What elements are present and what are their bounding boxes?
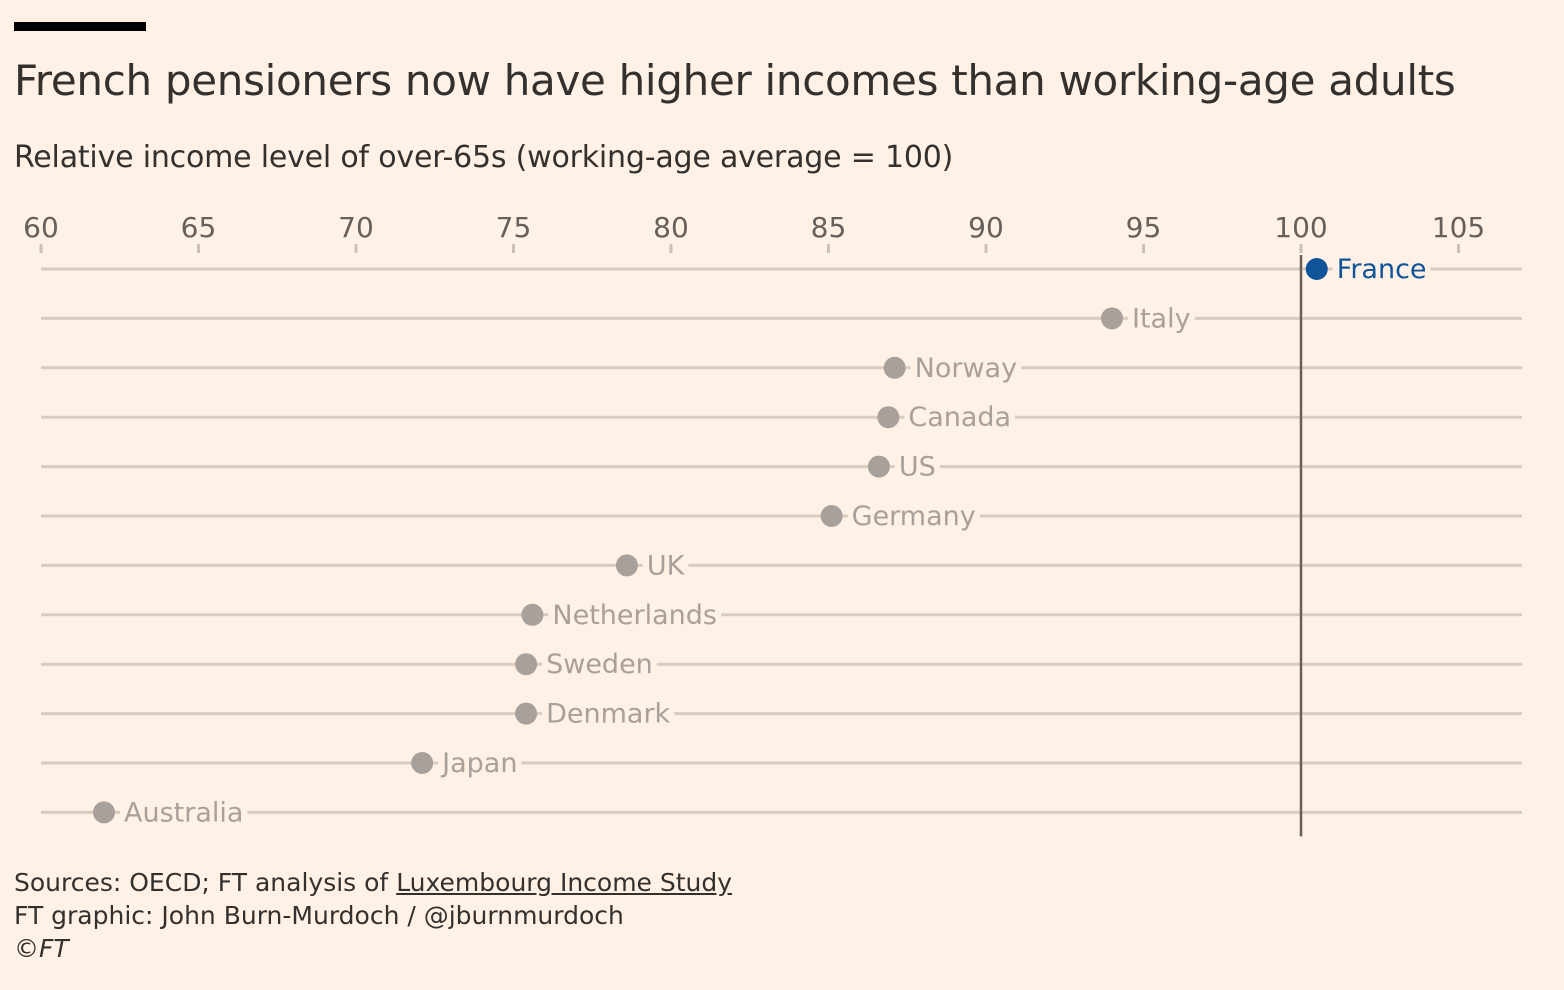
- credit-line: FT graphic: John Burn-Murdoch / @jburnmu…: [14, 901, 624, 930]
- country-label: Japan: [440, 748, 517, 779]
- country-label: Australia: [124, 797, 243, 828]
- label-background: [642, 548, 689, 583]
- label-background: [542, 696, 675, 731]
- country-label: Denmark: [546, 699, 670, 730]
- x-tick-label: 90: [968, 211, 1004, 244]
- label-background: [120, 795, 248, 830]
- country-label: Netherlands: [552, 600, 717, 631]
- country-label: Norway: [915, 353, 1017, 384]
- footer: Sources: OECD; FT analysis of Luxembourg…: [14, 866, 732, 965]
- data-point: [615, 554, 638, 577]
- x-tick-label: 85: [811, 211, 847, 244]
- country-label: France: [1337, 254, 1427, 285]
- data-point: [411, 752, 434, 774]
- country-label: US: [899, 452, 936, 483]
- sources-line: Sources: OECD; FT analysis of Luxembourg…: [14, 866, 732, 899]
- top-accent-bar: [14, 22, 146, 31]
- country-label: Italy: [1132, 303, 1191, 334]
- label-background: [1332, 252, 1431, 286]
- x-tick-label: 80: [653, 211, 689, 244]
- data-point: [521, 603, 544, 626]
- data-point: [867, 455, 890, 478]
- label-background: [894, 449, 940, 484]
- copyright-line: ©FT: [14, 934, 69, 963]
- label-background: [904, 400, 1016, 435]
- label-background: [1128, 301, 1195, 336]
- label-background: [847, 499, 980, 533]
- chart-title: French pensioners now have higher income…: [14, 56, 1456, 105]
- x-tick-label: 95: [1126, 211, 1162, 244]
- country-label: Canada: [908, 402, 1011, 433]
- country-label: Germany: [852, 501, 976, 532]
- data-point: [883, 356, 906, 379]
- country-label: UK: [647, 550, 686, 581]
- sources-text: Sources: OECD; FT analysis of: [14, 868, 397, 897]
- label-background: [542, 647, 657, 682]
- x-tick-label: 105: [1432, 211, 1485, 244]
- data-point: [1305, 258, 1328, 280]
- x-tick-label: 65: [181, 211, 217, 244]
- data-point: [877, 406, 900, 429]
- label-background: [548, 597, 721, 632]
- x-tick-label: 70: [338, 211, 374, 244]
- data-point: [93, 801, 115, 824]
- x-tick-label: 100: [1274, 211, 1327, 244]
- data-point: [820, 505, 843, 527]
- data-point: [515, 702, 538, 725]
- label-background: [438, 746, 522, 780]
- x-tick-label: 60: [23, 211, 59, 244]
- x-tick-label: 75: [496, 211, 532, 244]
- data-point: [1101, 307, 1123, 330]
- data-point: [515, 653, 538, 676]
- label-background: [910, 350, 1022, 385]
- chart-subtitle: Relative income level of over-65s (worki…: [14, 140, 954, 175]
- country-label: Sweden: [546, 649, 653, 680]
- sources-link[interactable]: Luxembourg Income Study: [396, 868, 733, 897]
